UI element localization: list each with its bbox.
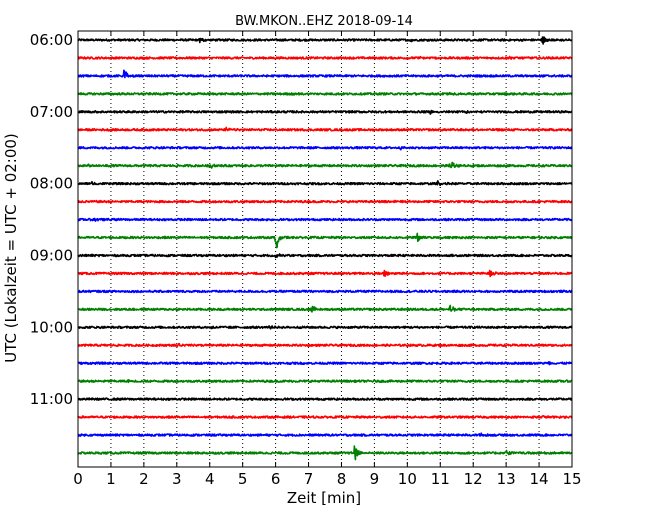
seismic-trace <box>77 269 573 278</box>
x-tick-label: 9 <box>370 470 380 488</box>
y-tick-label: 09:00 <box>30 246 73 264</box>
seismic-trace <box>77 397 573 401</box>
seismic-trace <box>77 126 573 132</box>
seismic-trace <box>77 361 573 366</box>
seismic-trace <box>77 91 573 96</box>
x-tick-label: 6 <box>271 470 281 488</box>
y-tick-label: 10:00 <box>30 318 73 336</box>
seismic-trace <box>77 109 573 115</box>
x-tick-label: 5 <box>238 470 248 488</box>
x-axis: 0 1 2 3 4 5 6 7 8 9 10 11 12 13 14 15 <box>73 31 582 488</box>
seismic-trace <box>77 36 573 45</box>
x-tick-label: 11 <box>431 470 450 488</box>
seismic-trace <box>77 253 573 259</box>
x-tick-label: 15 <box>562 470 581 488</box>
y-tick-label: 11:00 <box>30 390 73 408</box>
x-tick-label: 7 <box>304 470 314 488</box>
seismic-trace <box>77 161 573 169</box>
y-tick-label: 08:00 <box>30 175 73 193</box>
seismic-trace <box>77 414 573 419</box>
seismic-trace <box>77 199 573 204</box>
trace-group <box>77 36 573 461</box>
x-tick-label: 3 <box>172 470 182 488</box>
y-tick-label: 06:00 <box>30 31 73 49</box>
x-tick-label: 4 <box>205 470 215 488</box>
seismic-trace <box>77 69 573 79</box>
seismic-trace <box>77 289 573 294</box>
y-axis-label: UTC (Lokalzeit = UTC + 02:00) <box>2 133 20 363</box>
x-tick-label: 1 <box>106 470 116 488</box>
seismic-trace <box>77 146 573 151</box>
chart-title: BW.MKON..EHZ 2018-09-14 <box>235 14 413 29</box>
seismic-trace <box>77 445 573 461</box>
y-axis: 06:00 07:00 08:00 09:00 10:00 11:00 <box>30 31 572 408</box>
x-tick-label: 13 <box>497 470 516 488</box>
x-tick-label: 8 <box>337 470 347 488</box>
x-axis-label: Zeit [min] <box>287 489 361 507</box>
seismic-trace <box>77 432 573 437</box>
grid-lines <box>110 31 540 467</box>
x-tick-label: 2 <box>139 470 149 488</box>
seismic-trace <box>77 217 573 222</box>
seismic-trace <box>77 55 573 60</box>
y-tick-label: 07:00 <box>30 103 73 121</box>
seismic-trace <box>77 379 573 384</box>
seismic-trace <box>77 325 573 330</box>
plot-frame <box>77 30 573 468</box>
x-tick-label: 10 <box>398 470 417 488</box>
seismic-trace <box>77 232 573 249</box>
x-tick-label: 12 <box>464 470 483 488</box>
x-tick-label: 0 <box>73 470 83 488</box>
seismic-trace <box>77 342 573 348</box>
seismic-trace <box>77 304 573 313</box>
seismic-trace <box>77 180 573 187</box>
x-tick-label: 14 <box>530 470 549 488</box>
